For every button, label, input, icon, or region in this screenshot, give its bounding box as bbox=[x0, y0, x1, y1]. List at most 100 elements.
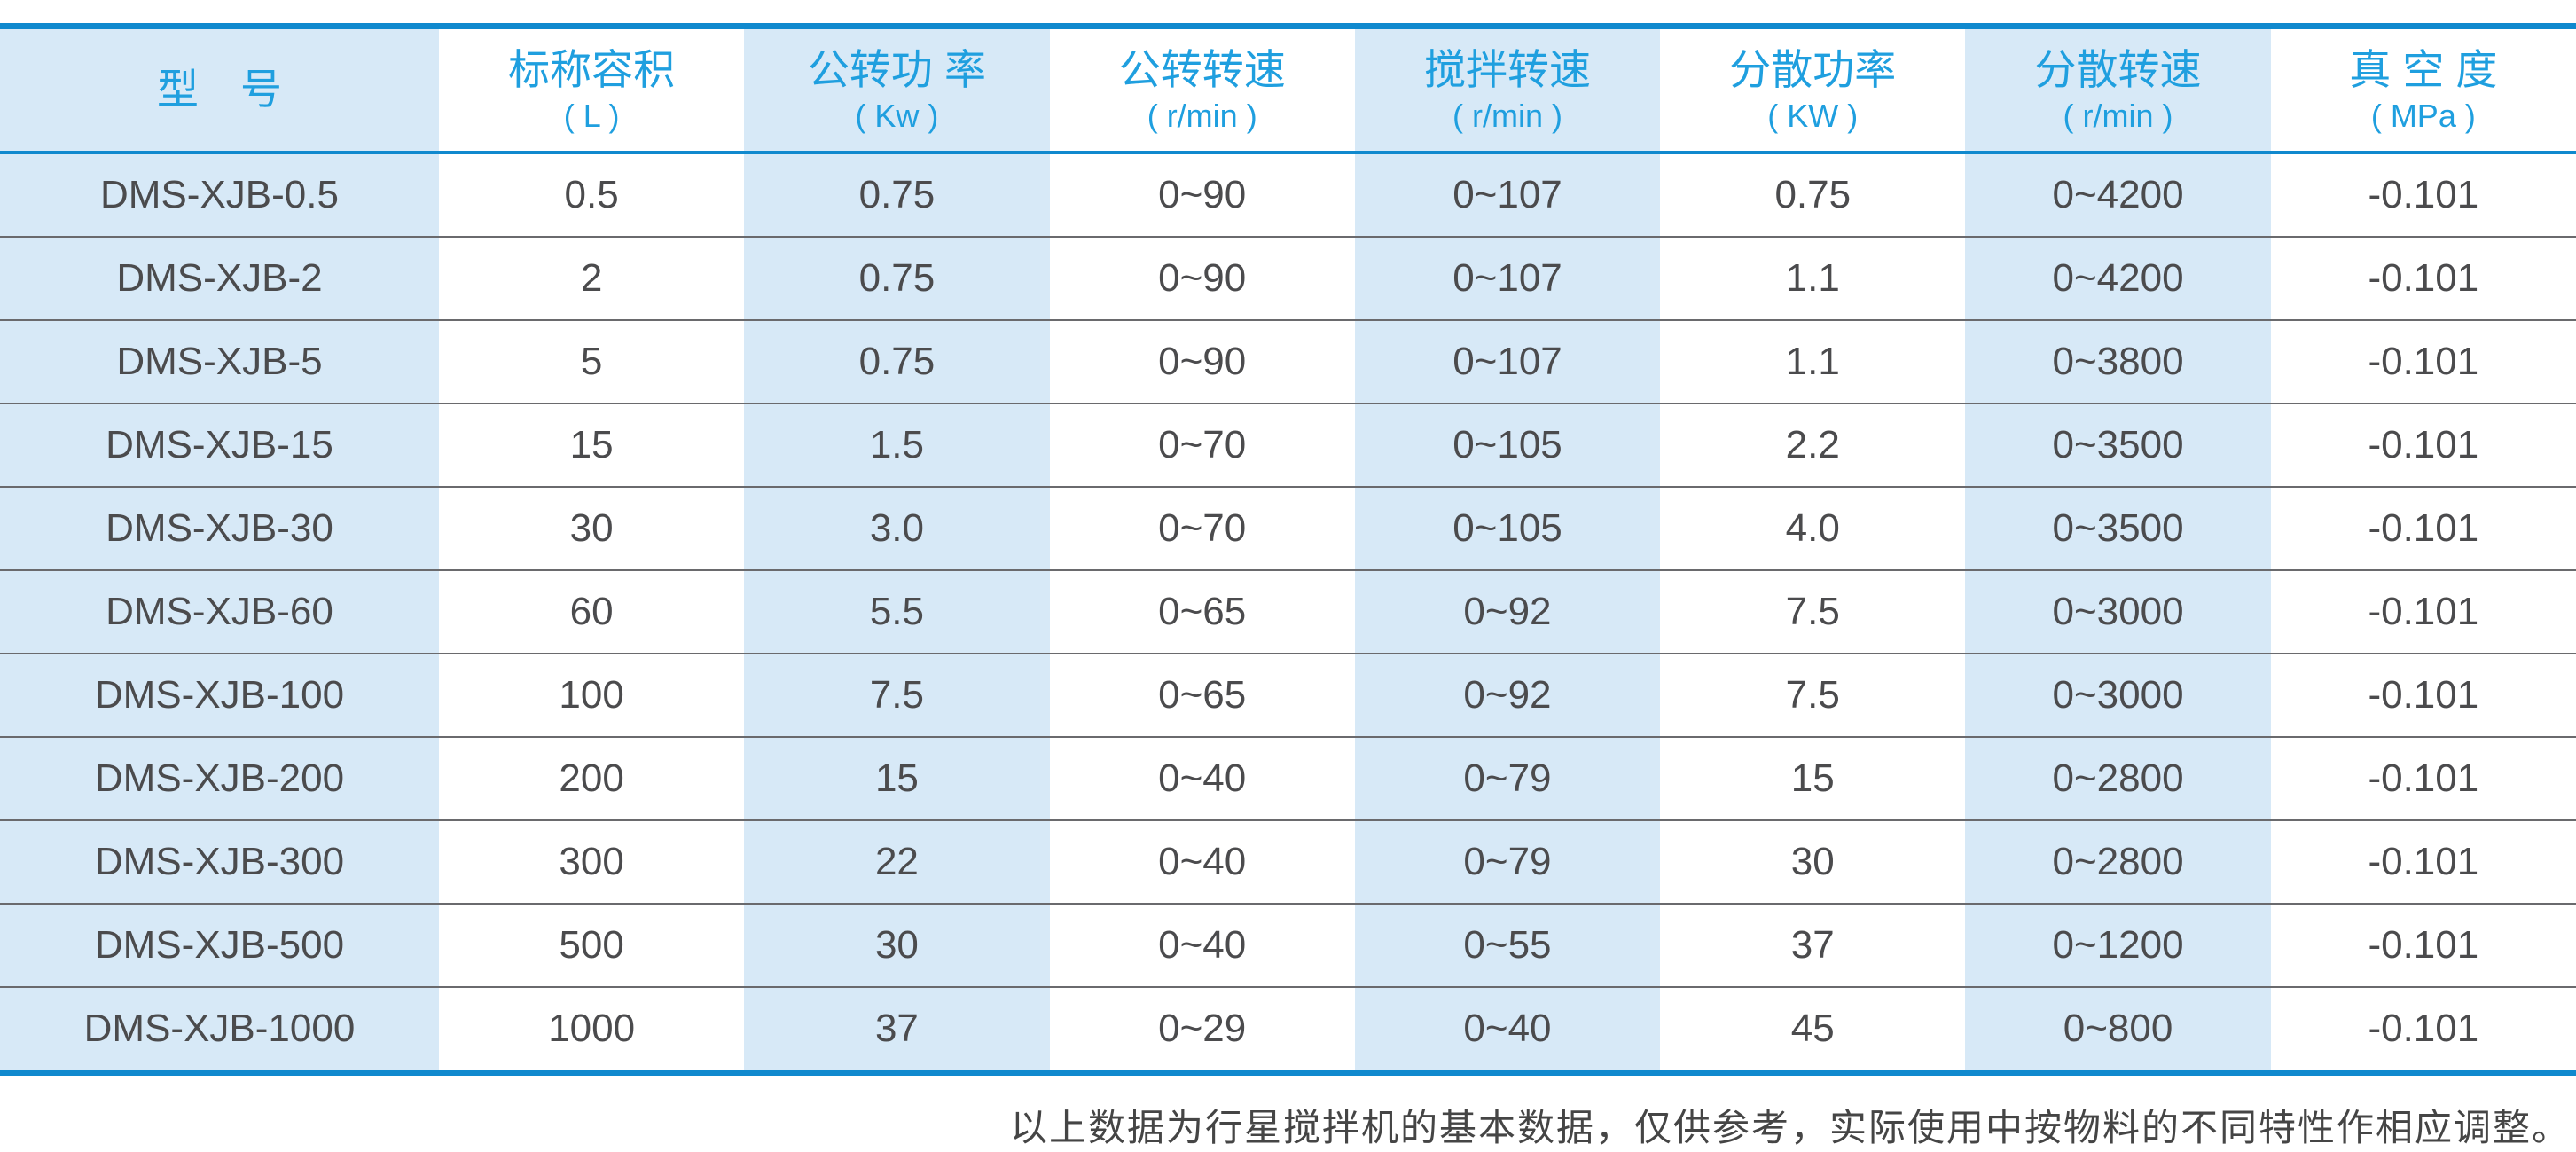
model-cell: DMS-XJB-200 bbox=[0, 736, 439, 820]
value-cell: -0.101 bbox=[2270, 486, 2576, 570]
column-header-dispersion-speed: 分散转速 ( r/min ) bbox=[1965, 26, 2271, 154]
value-cell: 0~2800 bbox=[1965, 736, 2271, 820]
value-cell: 0~3500 bbox=[1965, 403, 2271, 487]
value-cell: 0~107 bbox=[1354, 153, 1661, 237]
value-cell: 3.0 bbox=[744, 486, 1050, 570]
table-row: DMS-XJB-0.5 0.5 0.75 0~90 0~107 0.75 0~4200 -0.… bbox=[0, 153, 2576, 237]
value-cell: 0~29 bbox=[1049, 986, 1355, 1073]
value-cell: 0~92 bbox=[1354, 653, 1661, 737]
value-cell: 37 bbox=[1660, 903, 1966, 987]
value-cell: 1.1 bbox=[1660, 236, 1966, 320]
table-row: DMS-XJB-60 60 5.5 0~65 0~92 7.5 0~3000 -0.101 bbox=[0, 569, 2576, 654]
value-cell: -0.101 bbox=[2270, 569, 2576, 654]
column-label: 标称容积 bbox=[508, 45, 676, 93]
value-cell: 0~3000 bbox=[1965, 569, 2271, 654]
value-cell: -0.101 bbox=[2270, 653, 2576, 737]
value-cell: 0~3000 bbox=[1965, 653, 2271, 737]
value-cell: 0~4200 bbox=[1965, 236, 2271, 320]
table-header-row: 型 号 标称容积 ( L ) 公转功 率 ( Kw ) 公转转速 ( r/min… bbox=[0, 26, 2576, 154]
value-cell: 37 bbox=[744, 986, 1050, 1073]
table-row: DMS-XJB-5 5 0.75 0~90 0~107 1.1 0~3800 -0.101 bbox=[0, 319, 2576, 404]
value-cell: 300 bbox=[439, 819, 745, 904]
value-cell: 2.2 bbox=[1660, 403, 1966, 487]
value-cell: 0~4200 bbox=[1965, 153, 2271, 237]
footnote-text: 以上数据为行星搅拌机的基本数据，仅供参考，实际使用中按物料的不同特性作相应调整。 bbox=[1009, 1106, 2571, 1149]
value-cell: 0~105 bbox=[1354, 403, 1661, 487]
value-cell: 0~40 bbox=[1049, 736, 1355, 820]
value-cell: -0.101 bbox=[2270, 403, 2576, 487]
value-cell: 0~90 bbox=[1049, 153, 1355, 237]
table-header: 型 号 标称容积 ( L ) 公转功 率 ( Kw ) 公转转速 ( r/min… bbox=[0, 26, 2576, 154]
value-cell: -0.101 bbox=[2270, 736, 2576, 820]
value-cell: 0~79 bbox=[1354, 736, 1661, 820]
value-cell: 0.75 bbox=[1660, 153, 1966, 237]
value-cell: 5 bbox=[439, 319, 745, 404]
table-row: DMS-XJB-300 300 22 0~40 0~79 30 0~2800 -0.101 bbox=[0, 819, 2576, 904]
value-cell: 0.75 bbox=[744, 236, 1050, 320]
value-cell: 15 bbox=[1660, 736, 1966, 820]
table-row: DMS-XJB-15 15 1.5 0~70 0~105 2.2 0~3500 -0.101 bbox=[0, 403, 2576, 487]
value-cell: -0.101 bbox=[2270, 153, 2576, 237]
value-cell: 7.5 bbox=[1660, 569, 1966, 654]
column-header-dispersion-power: 分散功率 ( KW ) bbox=[1660, 26, 1966, 154]
column-unit: ( L ) bbox=[563, 98, 620, 135]
table-row: DMS-XJB-200 200 15 0~40 0~79 15 0~2800 -0.101 bbox=[0, 736, 2576, 820]
value-cell: 0~55 bbox=[1354, 903, 1661, 987]
table-row: DMS-XJB-30 30 3.0 0~70 0~105 4.0 0~3500 -0.101 bbox=[0, 486, 2576, 570]
value-cell: 15 bbox=[744, 736, 1050, 820]
column-header-vacuum-degree: 真 空 度 ( MPa ) bbox=[2270, 26, 2576, 154]
model-cell: DMS-XJB-500 bbox=[0, 903, 439, 987]
value-cell: 0~1200 bbox=[1965, 903, 2271, 987]
value-cell: -0.101 bbox=[2270, 819, 2576, 904]
value-cell: 30 bbox=[1660, 819, 1966, 904]
column-label: 公转功 率 bbox=[807, 45, 986, 93]
column-unit: ( MPa ) bbox=[2370, 98, 2476, 135]
model-cell: DMS-XJB-5 bbox=[0, 319, 439, 404]
value-cell: -0.101 bbox=[2270, 319, 2576, 404]
value-cell: 60 bbox=[439, 569, 745, 654]
value-cell: 0~65 bbox=[1049, 653, 1355, 737]
table-row: DMS-XJB-1000 1000 37 0~29 0~40 45 0~800 -0.101 bbox=[0, 986, 2576, 1073]
column-header-revolution-speed: 公转转速 ( r/min ) bbox=[1049, 26, 1355, 154]
value-cell: 200 bbox=[439, 736, 745, 820]
value-cell: 100 bbox=[439, 653, 745, 737]
column-header-stirring-speed: 搅拌转速 ( r/min ) bbox=[1354, 26, 1661, 154]
value-cell: 15 bbox=[439, 403, 745, 487]
value-cell: 2 bbox=[439, 236, 745, 320]
column-unit: ( KW ) bbox=[1767, 98, 1859, 135]
value-cell: 0~90 bbox=[1049, 236, 1355, 320]
column-unit: ( r/min ) bbox=[1147, 98, 1257, 135]
model-cell: DMS-XJB-2 bbox=[0, 236, 439, 320]
column-unit: ( Kw ) bbox=[855, 98, 939, 135]
value-cell: 0~800 bbox=[1965, 986, 2271, 1073]
value-cell: 0~3800 bbox=[1965, 319, 2271, 404]
spec-table: 型 号 标称容积 ( L ) 公转功 率 ( Kw ) 公转转速 ( r/min… bbox=[0, 23, 2576, 1076]
column-label: 分散转速 bbox=[2034, 45, 2202, 93]
value-cell: 0~90 bbox=[1049, 319, 1355, 404]
value-cell: 0~107 bbox=[1354, 236, 1661, 320]
value-cell: 0~70 bbox=[1049, 486, 1355, 570]
value-cell: 0~65 bbox=[1049, 569, 1355, 654]
table-row: DMS-XJB-2 2 0.75 0~90 0~107 1.1 0~4200 -0.101 bbox=[0, 236, 2576, 320]
value-cell: 0~105 bbox=[1354, 486, 1661, 570]
value-cell: -0.101 bbox=[2270, 986, 2576, 1073]
column-unit: ( r/min ) bbox=[1452, 98, 1562, 135]
value-cell: 7.5 bbox=[744, 653, 1050, 737]
model-cell: DMS-XJB-15 bbox=[0, 403, 439, 487]
table-body: DMS-XJB-0.5 0.5 0.75 0~90 0~107 0.75 0~4200 -0.… bbox=[0, 153, 2576, 1073]
model-cell: DMS-XJB-60 bbox=[0, 569, 439, 654]
value-cell: 22 bbox=[744, 819, 1050, 904]
model-cell: DMS-XJB-0.5 bbox=[0, 153, 439, 237]
value-cell: 30 bbox=[439, 486, 745, 570]
value-cell: 0.75 bbox=[744, 153, 1050, 237]
value-cell: -0.101 bbox=[2270, 236, 2576, 320]
value-cell: 30 bbox=[744, 903, 1050, 987]
column-unit: ( r/min ) bbox=[2063, 98, 2173, 135]
model-cell: DMS-XJB-300 bbox=[0, 819, 439, 904]
value-cell: 0~2800 bbox=[1965, 819, 2271, 904]
table-row: DMS-XJB-500 500 30 0~40 0~55 37 0~1200 -0.101 bbox=[0, 903, 2576, 987]
column-header-revolution-power: 公转功 率 ( Kw ) bbox=[744, 26, 1050, 154]
value-cell: -0.101 bbox=[2270, 903, 2576, 987]
model-cell: DMS-XJB-30 bbox=[0, 486, 439, 570]
